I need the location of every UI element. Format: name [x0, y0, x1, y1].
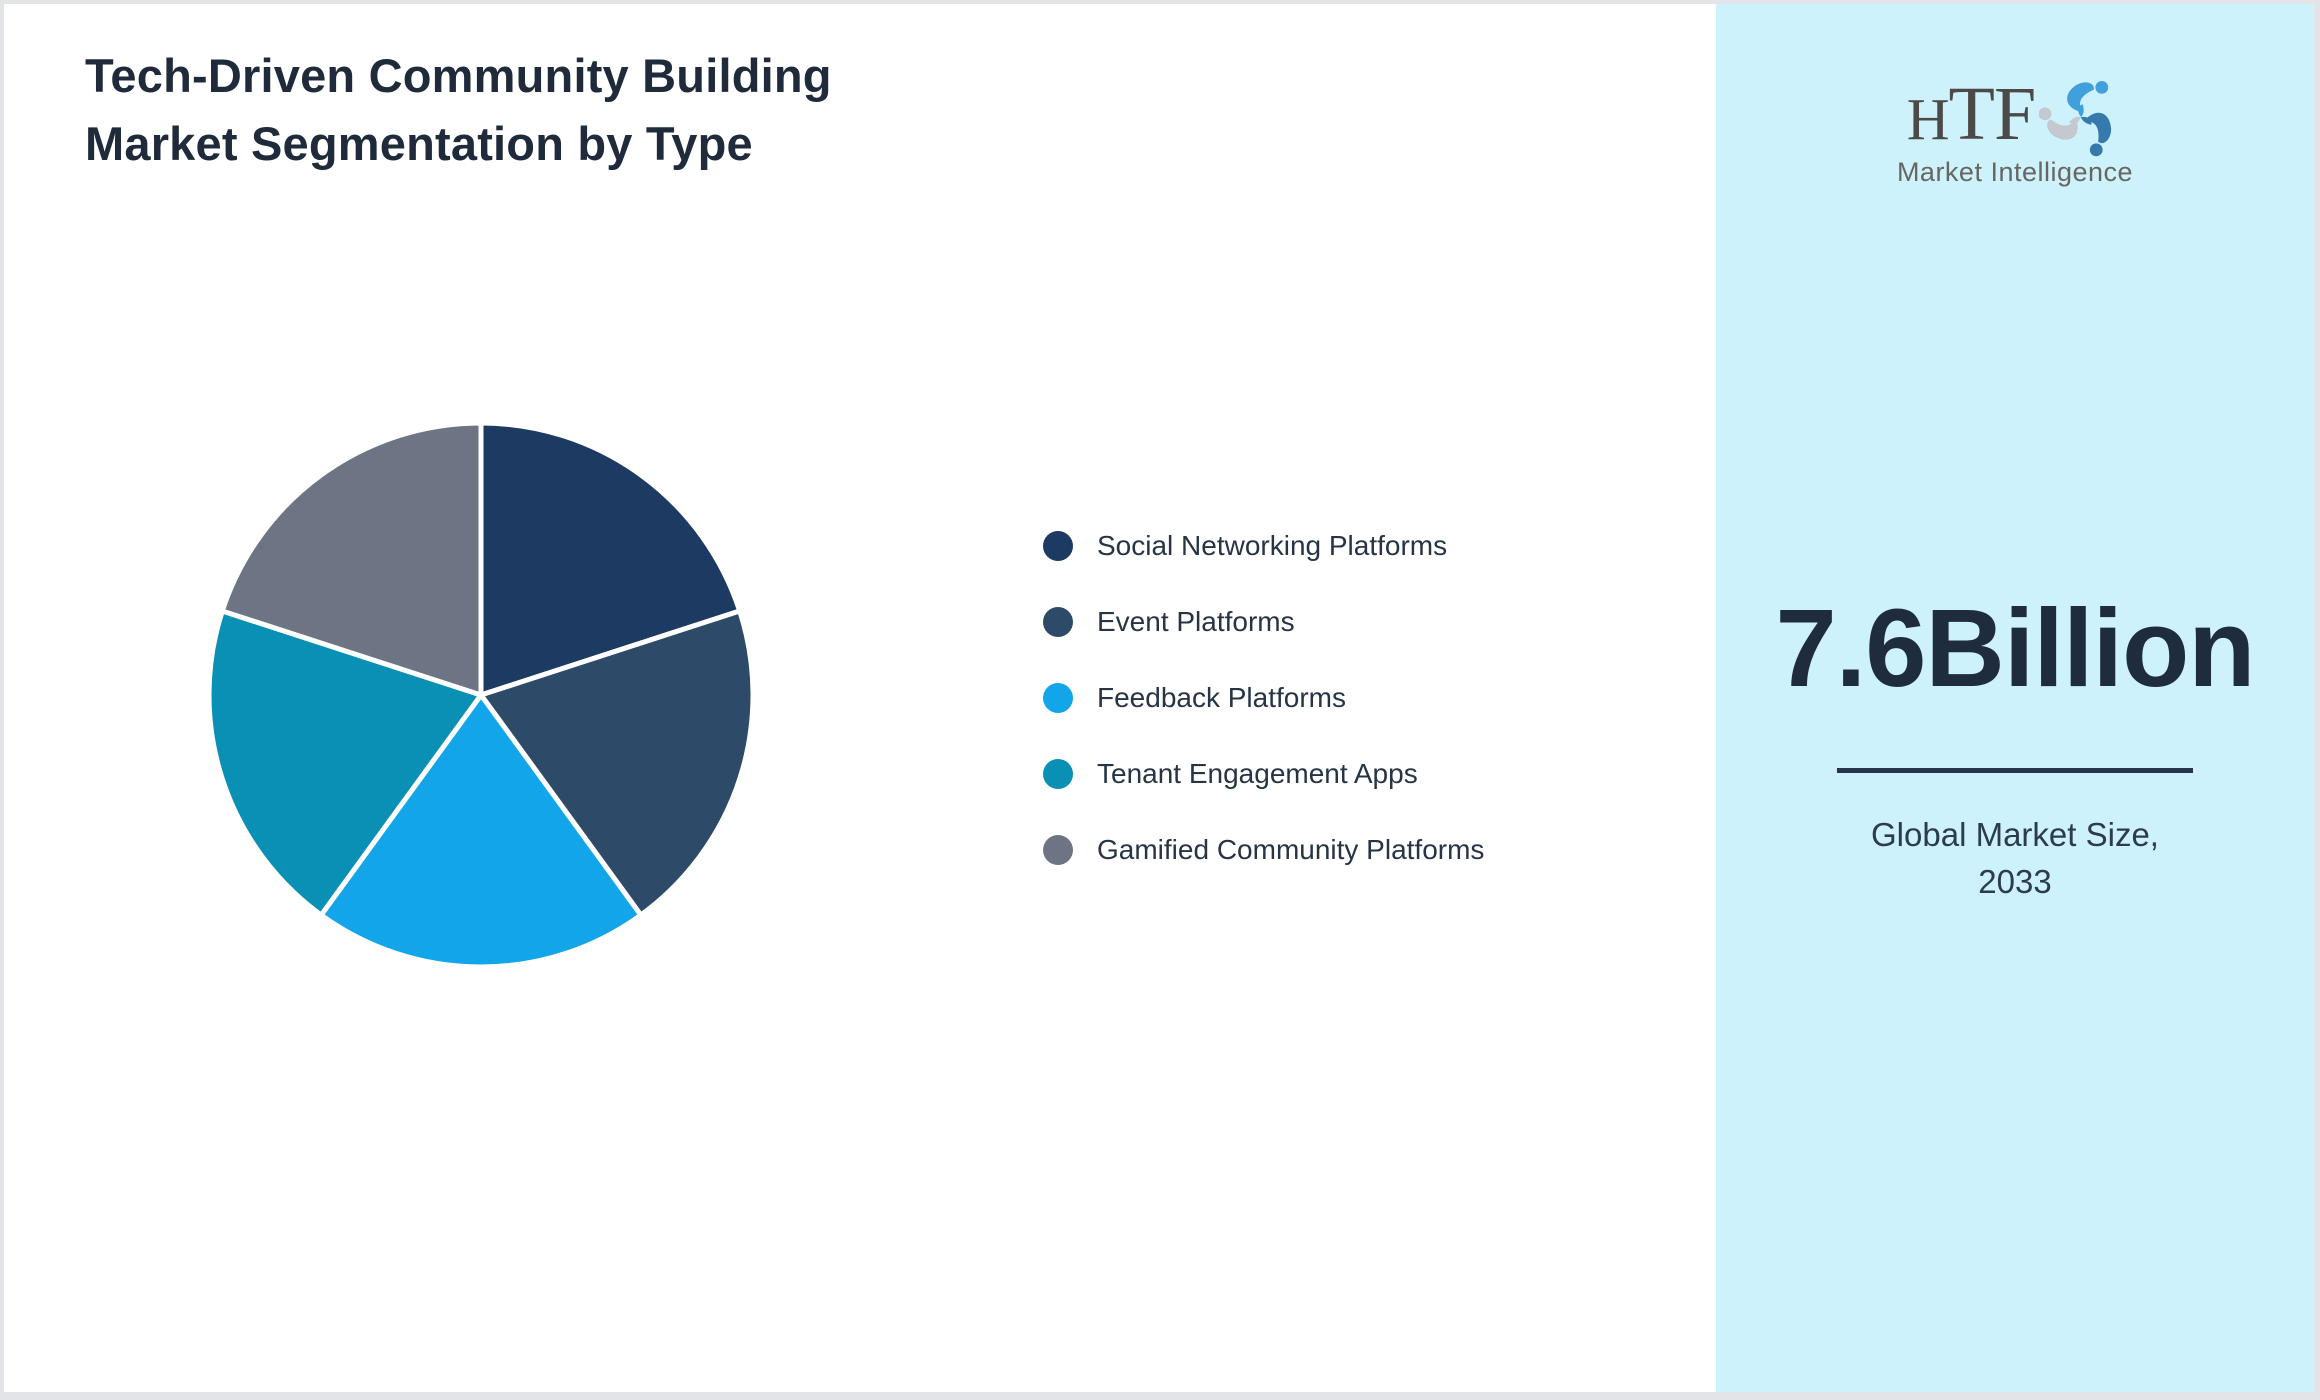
pie-chart-svg: [206, 420, 756, 970]
logo-text: HTF: [1906, 72, 2037, 156]
brand-logo: HTF Market Intelligence: [1716, 76, 2314, 188]
divider-line: [1837, 768, 2193, 773]
page-title: Tech-Driven Community Building Market Seg…: [4, 4, 1716, 178]
logo-swirl-figure: [2039, 106, 2082, 140]
legend-swatch-icon: [1043, 835, 1073, 865]
legend-swatch-icon: [1043, 759, 1073, 789]
market-size-caption-line2: 2033: [1978, 863, 2052, 900]
page-title-line2: Market Segmentation by Type: [85, 117, 753, 170]
legend-item-gamified-community-platforms: Gamified Community Platforms: [1043, 830, 1484, 870]
chart-legend: Social Networking Platforms Event Platfor…: [1043, 526, 1484, 870]
pie-slice-social-networking-platforms: [478, 420, 743, 698]
legend-swatch-icon: [1043, 683, 1073, 713]
page-title-line1: Tech-Driven Community Building: [85, 49, 832, 102]
logo-swirl-figure: [2067, 80, 2109, 117]
logo-subtitle: Market Intelligence: [1896, 157, 2134, 187]
chart-panel: Tech-Driven Community Building Market Seg…: [4, 4, 1716, 1392]
legend-item-event-platforms: Event Platforms: [1043, 602, 1484, 642]
market-size-caption: Global Market Size, 2033: [1716, 811, 2314, 905]
market-size-caption-line1: Global Market Size,: [1871, 816, 2159, 853]
highlight-sidebar: HTF Market Intelligence 7.6Billion Globa…: [1716, 4, 2314, 1392]
legend-label: Tenant Engagement Apps: [1097, 758, 1418, 789]
legend-swatch-icon: [1043, 607, 1073, 637]
logo-swirl-figure: [2081, 112, 2112, 156]
logo-swirl-icon: [2039, 80, 2112, 156]
market-size-block: 7.6Billion Global Market Size, 2033: [1716, 594, 2314, 905]
pie-slice-event-platforms: [478, 608, 756, 918]
pie-chart: [204, 418, 758, 972]
legend-item-social-networking-platforms: Social Networking Platforms: [1043, 526, 1484, 566]
market-size-value: 7.6Billion: [1775, 587, 2256, 710]
pie-slice-gamified-community-platforms: [219, 420, 484, 698]
legend-item-tenant-engagement-apps: Tenant Engagement Apps: [1043, 754, 1484, 794]
legend-label: Gamified Community Platforms: [1097, 834, 1485, 865]
legend-label: Feedback Platforms: [1097, 682, 1346, 713]
pie-slice-feedback-platforms: [318, 692, 644, 970]
legend-label: Social Networking Platforms: [1097, 530, 1448, 561]
pie-slice-tenant-engagement-apps: [206, 608, 484, 918]
legend-label: Event Platforms: [1097, 606, 1295, 637]
brand-logo-row: HTF: [1907, 76, 2124, 157]
legend-item-feedback-platforms: Feedback Platforms: [1043, 678, 1484, 718]
legend-swatch-icon: [1043, 531, 1073, 561]
